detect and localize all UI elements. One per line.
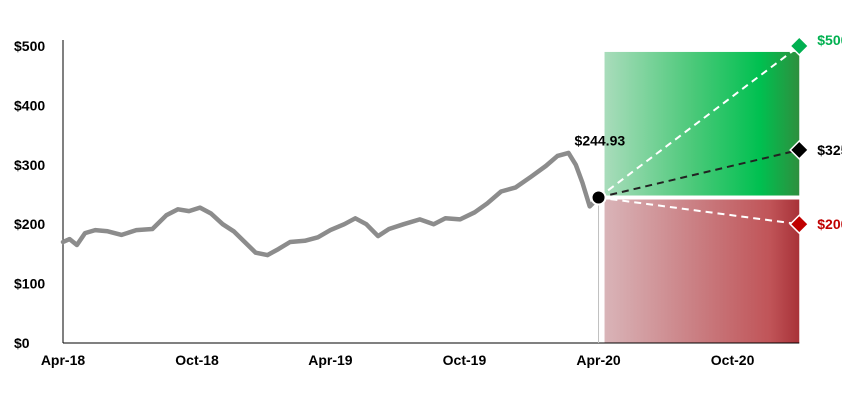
- scenario-line-base: [598, 148, 800, 199]
- scenario-zones: [604, 51, 800, 343]
- y-tick-label: $300: [14, 157, 45, 173]
- scenario-label-bear: $200: [817, 216, 842, 232]
- zone-bull: [604, 51, 800, 196]
- axes: $0 $100 $200 $300 $400 $500 Apr-18 Oct-18 Apr-19…: [14, 38, 800, 368]
- y-tick-label: $100: [14, 276, 45, 292]
- current-price-marker: [590, 189, 607, 206]
- scenario-marker-bull: [789, 35, 810, 57]
- scenario-marker-base: [789, 139, 810, 161]
- x-tick-label: Apr-18: [41, 352, 86, 368]
- x-tick-label: Oct-19: [443, 352, 487, 368]
- x-tick-label: Apr-19: [308, 352, 353, 368]
- y-tick-label: $0: [14, 335, 30, 351]
- y-tick-label: $500: [14, 38, 45, 54]
- y-tick-label: $200: [14, 216, 45, 232]
- x-tick-label: Oct-18: [175, 352, 219, 368]
- price-series: [60, 150, 601, 258]
- x-tick-label: Oct-20: [711, 352, 755, 368]
- x-tick-label: Apr-20: [576, 352, 621, 368]
- scenario-label-bull: $500: [817, 32, 842, 48]
- current-price-label: $244.93: [575, 133, 626, 149]
- scenario-line-bear: [598, 196, 800, 226]
- scenario-line-bull: [597, 45, 800, 199]
- y-tick-label: $400: [14, 97, 45, 113]
- scenario-label-base: $325: [817, 142, 842, 158]
- zone-bear: [604, 199, 800, 343]
- scenario-marker-bear: [789, 214, 810, 235]
- scenario-projections: $500 $325 $200 $244.93: [575, 32, 842, 235]
- price-line: [60, 150, 601, 258]
